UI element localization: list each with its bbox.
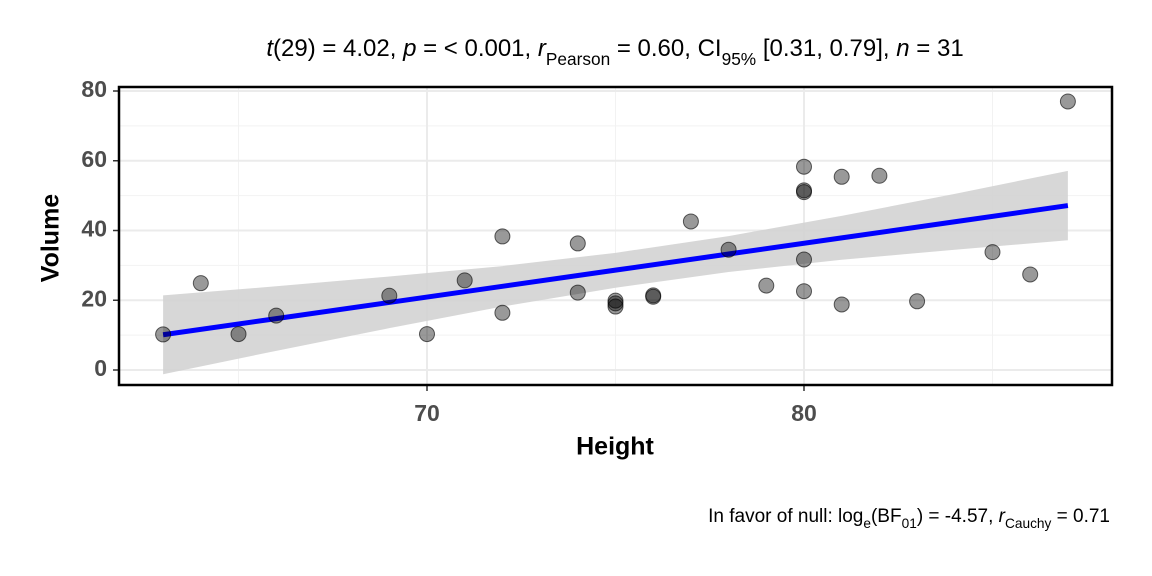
point — [795, 184, 812, 201]
y-tick-label: 0 — [94, 355, 107, 381]
text-part: (BF — [871, 506, 902, 527]
y-tick-label: 40 — [81, 216, 107, 242]
point — [494, 228, 511, 245]
text-part: = 31 — [910, 35, 964, 62]
text-part: r — [538, 35, 547, 62]
chart-title: t(29) = 4.02, p = < 0.001, rPearson = 0.… — [266, 35, 963, 68]
x-tick-label: 80 — [791, 400, 817, 426]
point — [795, 283, 812, 300]
text-part: = 0.60, CI — [610, 35, 721, 62]
text-part: e — [863, 516, 871, 531]
text-part: t — [266, 35, 274, 62]
text-part: p — [402, 35, 416, 62]
text-part: Pearson — [546, 49, 610, 69]
point — [909, 293, 926, 310]
point — [268, 307, 285, 324]
panel-border — [117, 85, 1114, 387]
text-part: 95% — [722, 49, 757, 69]
y-tick-label: 20 — [81, 285, 107, 311]
point — [192, 275, 209, 292]
regression-line — [162, 203, 1069, 338]
point — [795, 251, 812, 268]
text-part: Cauchy — [1005, 516, 1052, 531]
point — [871, 167, 888, 184]
text-part: (29) = 4.02, — [273, 35, 403, 62]
text-part: [0.31, 0.79], — [756, 35, 896, 62]
x-axis-title: Height — [576, 433, 654, 461]
text-part: In favor of null: log — [708, 506, 863, 527]
y-tick-label: 80 — [81, 76, 107, 102]
point — [569, 235, 586, 252]
point — [833, 296, 850, 313]
y-tick-label: 60 — [81, 146, 107, 172]
text-part: = 0.71 — [1051, 506, 1110, 527]
point — [381, 287, 398, 304]
y-axis-title: Volume — [37, 194, 65, 283]
point — [230, 326, 247, 343]
text-part: ) = -4.57, — [917, 506, 999, 527]
point — [984, 244, 1001, 261]
point — [569, 284, 586, 301]
point — [758, 277, 775, 294]
point — [795, 158, 812, 175]
point — [833, 168, 850, 185]
point — [645, 287, 662, 304]
text-part: n — [896, 35, 909, 62]
point — [494, 304, 511, 321]
point — [456, 272, 473, 289]
point — [1022, 266, 1039, 283]
point — [607, 295, 624, 312]
point — [419, 326, 436, 343]
text-part: 01 — [902, 516, 917, 531]
caption: In favor of null: loge(BF01) = -4.57, rC… — [708, 506, 1110, 531]
point — [682, 213, 699, 230]
x-tick-label: 70 — [414, 400, 440, 426]
text-part: = < 0.001, — [416, 35, 537, 62]
point — [720, 241, 737, 258]
text-part: r — [999, 506, 1006, 527]
point — [155, 326, 172, 343]
point — [1059, 93, 1076, 110]
